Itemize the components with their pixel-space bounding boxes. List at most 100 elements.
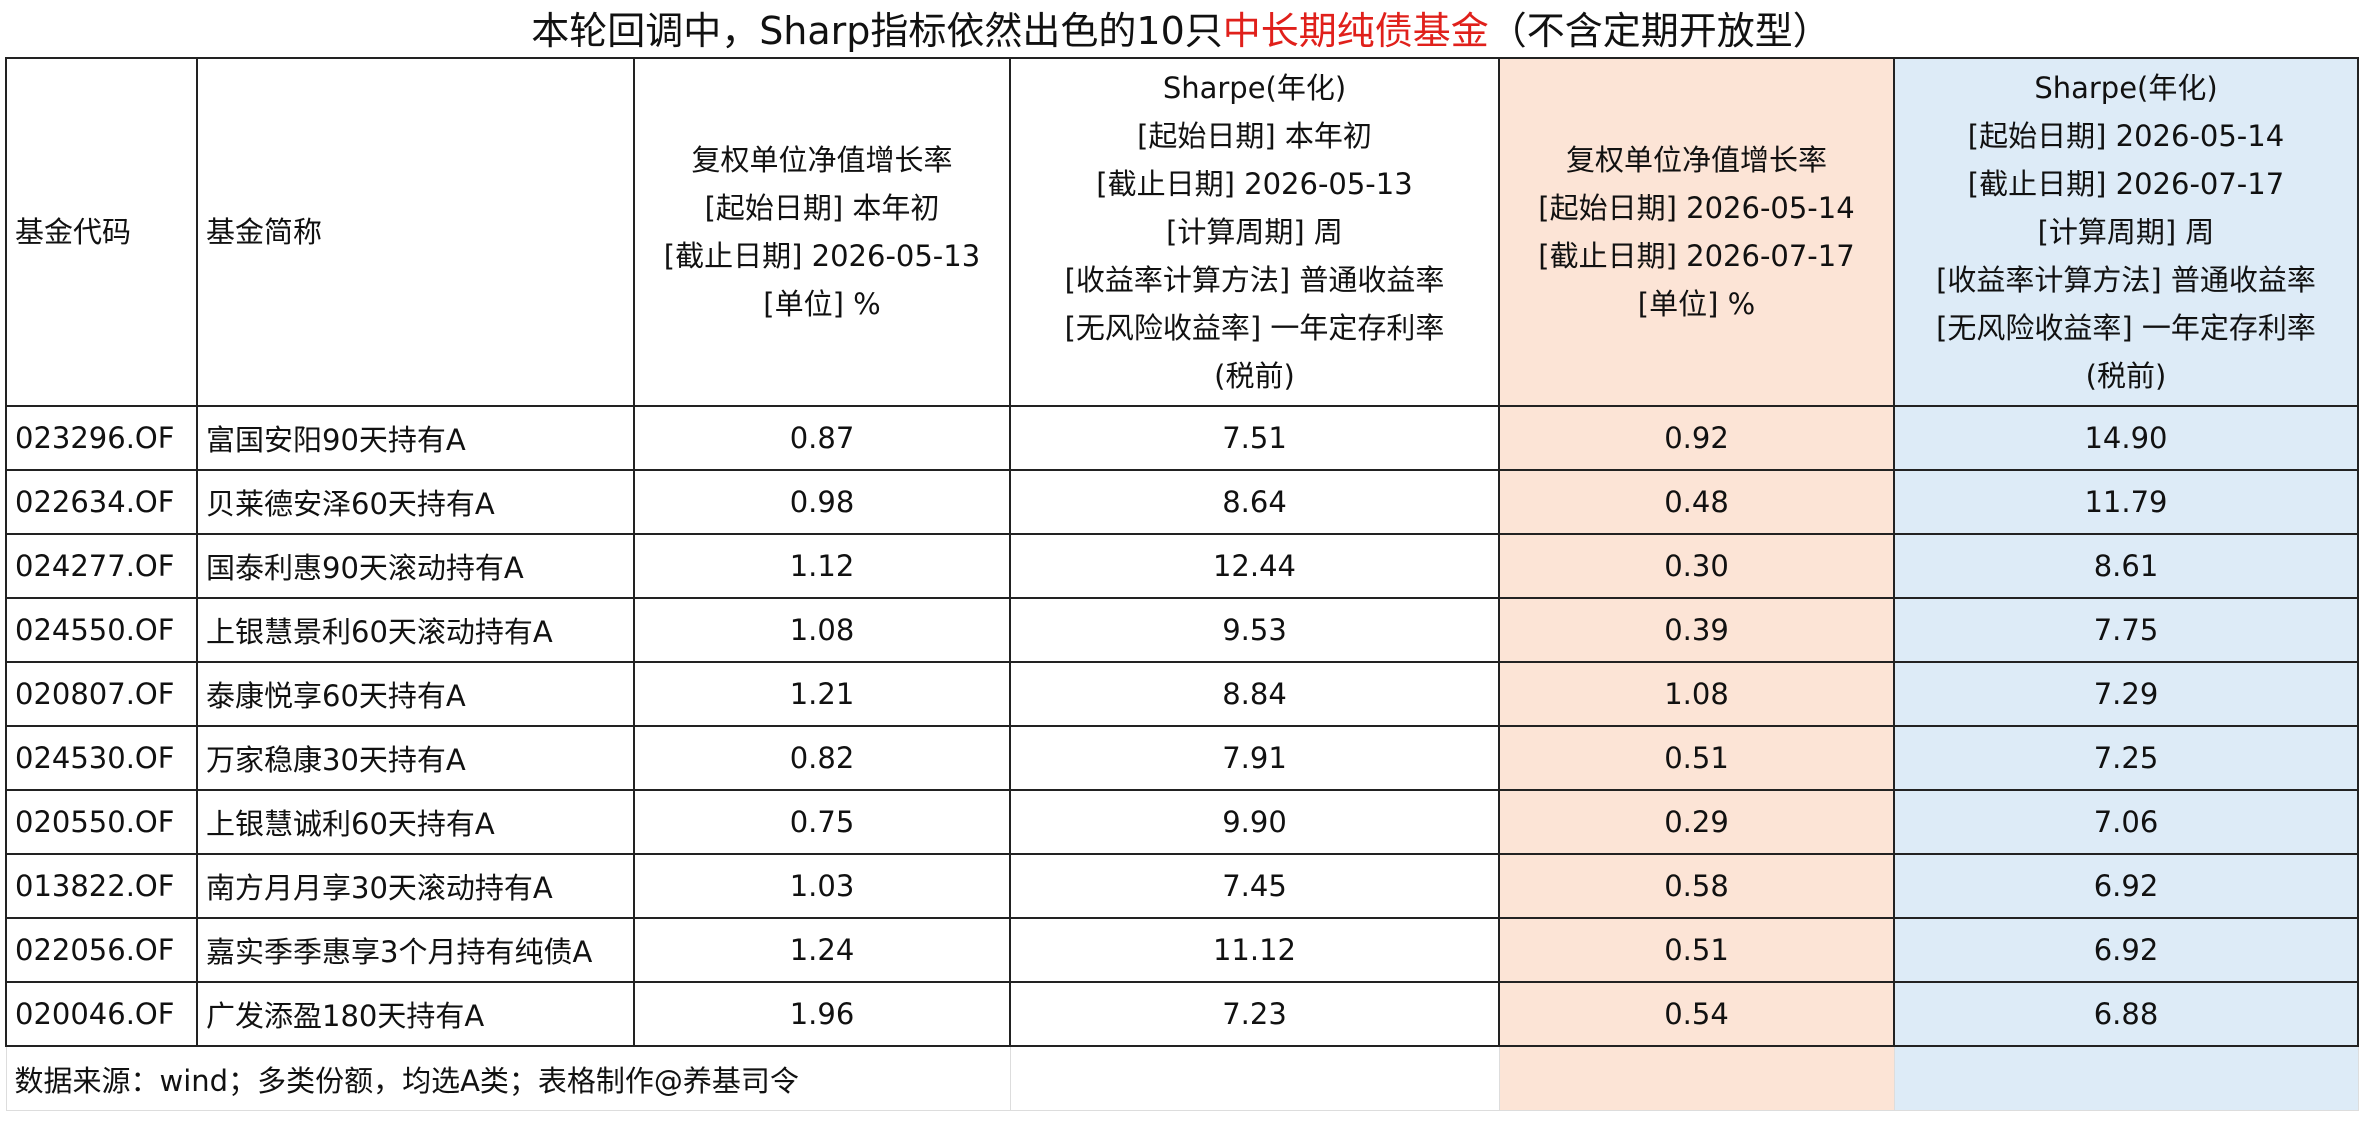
cell: 8.61 [1893,533,2359,599]
cell: 0.87 [633,405,1011,471]
header-line: [单位] % [763,287,881,321]
cell: 024550.OF [5,597,198,663]
cell: 贝莱德安泽60天持有A [196,469,635,535]
header-line: (税前) [1214,359,1295,393]
cell: 7.23 [1009,981,1500,1047]
cell: 0.58 [1498,853,1895,919]
footnote: 数据来源：wind；多类份额，均选A类；表格制作@养基司令 [5,1045,1011,1111]
cell: 14.90 [1893,405,2359,471]
header-line: [起始日期] 2026-05-14 [1967,119,2285,153]
header-line: [截止日期] 2026-05-13 [663,239,981,273]
header-line: [计算周期] 周 [1166,215,1343,249]
header-line: [截止日期] 2026-07-17 [1967,167,2285,201]
cell: 1.21 [633,661,1011,727]
footer-cell [1009,1045,1500,1111]
cell: 6.92 [1893,853,2359,919]
footer-row: 数据来源：wind；多类份额，均选A类；表格制作@养基司令 [5,1045,2359,1111]
cell: 泰康悦享60天持有A [196,661,635,727]
header-line: [计算周期] 周 [2037,215,2215,249]
title-highlight: 中长期纯债基金 [1222,9,1489,53]
cell: 8.64 [1009,469,1500,535]
cell: 024277.OF [5,533,198,599]
cell: 1.03 [633,853,1011,919]
header-line: [截止日期] 2026-05-13 [1096,167,1413,201]
header-line: 复权单位净值增长率 [691,143,953,177]
header-line: [截止日期] 2026-07-17 [1538,239,1855,273]
cell: 富国安阳90天持有A [196,405,635,471]
cell: 11.79 [1893,469,2359,535]
cell: 022056.OF [5,917,198,983]
cell: 嘉实季季惠享3个月持有纯债A [196,917,635,983]
cell: 0.39 [1498,597,1895,663]
data-row: 020807.OF 泰康悦享60天持有A 1.21 8.84 1.08 7.29 [5,661,2359,727]
cell: 0.48 [1498,469,1895,535]
cell: 022634.OF [5,469,198,535]
header-line: [无风险收益率] 一年定存利率 [1936,311,2316,345]
header-line: [起始日期] 2026-05-14 [1538,191,1855,225]
data-row: 013822.OF 南方月月享30天滚动持有A 1.03 7.45 0.58 6.92 [5,853,2359,919]
fund-table: 基金代码 基金简称 复权单位净值增长率 [起始日期] 本年初 [截止日期] 2026-0… [5,57,2359,1111]
data-row: 024277.OF 国泰利惠90天滚动持有A 1.12 12.44 0.30 8.61 [5,533,2359,599]
cell: 0.51 [1498,725,1895,791]
cell: 024530.OF [5,725,198,791]
cell: 020807.OF [5,661,198,727]
header-line: 复权单位净值增长率 [1565,143,1827,177]
data-row: 022056.OF 嘉实季季惠享3个月持有纯债A 1.24 11.12 0.51 6.92 [5,917,2359,983]
header-line: [起始日期] 本年初 [1137,119,1372,153]
cell: 南方月月享30天滚动持有A [196,853,635,919]
cell: 7.51 [1009,405,1500,471]
header-line: [无风险收益率] 一年定存利率 [1064,311,1445,345]
footer-cell [1498,1045,1895,1111]
cell: 广发添盈180天持有A [196,981,635,1047]
header-cell: Sharpe(年化) [起始日期] 2026-05-14 [截止日期] 2026-0… [1893,57,2359,407]
header-line: 基金简称 [206,215,323,249]
cell: 7.91 [1009,725,1500,791]
cell: 1.24 [633,917,1011,983]
header-line: [单位] % [1637,287,1756,321]
cell: 0.51 [1498,917,1895,983]
title-text: 本轮回调中，Sharp指标依然出色的10只 [531,9,1223,53]
header-cell: 基金简称 [196,57,635,407]
header-line: 基金代码 [15,215,132,249]
cell: 7.06 [1893,789,2359,855]
header-cell: 复权单位净值增长率 [起始日期] 2026-05-14 [截止日期] 2026-07… [1498,57,1895,407]
cell: 1.96 [633,981,1011,1047]
cell: 万家稳康30天持有A [196,725,635,791]
header-line: Sharpe(年化) [2034,71,2218,105]
data-row: 020550.OF 上银慧诚利60天持有A 0.75 9.90 0.29 7.06 [5,789,2359,855]
cell: 7.75 [1893,597,2359,663]
cell: 上银慧诚利60天持有A [196,789,635,855]
cell: 023296.OF [5,405,198,471]
title-text: （不含定期开放型） [1488,9,1831,53]
cell: 上银慧景利60天滚动持有A [196,597,635,663]
cell: 1.08 [1498,661,1895,727]
cell: 0.30 [1498,533,1895,599]
header-row: 基金代码 基金简称 复权单位净值增长率 [起始日期] 本年初 [截止日期] 2026-0… [5,57,2359,407]
cell: 020550.OF [5,789,198,855]
cell: 7.29 [1893,661,2359,727]
cell: 0.75 [633,789,1011,855]
cell: 1.08 [633,597,1011,663]
cell: 013822.OF [5,853,198,919]
cell: 6.88 [1893,981,2359,1047]
header-line: [起始日期] 本年初 [704,191,940,225]
data-row: 020046.OF 广发添盈180天持有A 1.96 7.23 0.54 6.88 [5,981,2359,1047]
cell: 0.29 [1498,789,1895,855]
cell: 1.12 [633,533,1011,599]
header-line: (税前) [2085,359,2167,393]
cell: 7.25 [1893,725,2359,791]
cell: 0.98 [633,469,1011,535]
title: 本轮回调中，Sharp指标依然出色的10只中长期纯债基金（不含定期开放型） [0,0,2362,57]
cell: 12.44 [1009,533,1500,599]
data-row: 024530.OF 万家稳康30天持有A 0.82 7.91 0.51 7.25 [5,725,2359,791]
data-row: 022634.OF 贝莱德安泽60天持有A 0.98 8.64 0.48 11.79 [5,469,2359,535]
header-line: Sharpe(年化) [1162,71,1347,105]
header-cell: Sharpe(年化) [起始日期] 本年初 [截止日期] 2026-05-13 [计算… [1009,57,1500,407]
header-cell: 基金代码 [5,57,198,407]
cell: 6.92 [1893,917,2359,983]
cell: 7.45 [1009,853,1500,919]
footer-cell [1893,1045,2359,1111]
data-row: 023296.OF 富国安阳90天持有A 0.87 7.51 0.92 14.90 [5,405,2359,471]
cell: 9.53 [1009,597,1500,663]
